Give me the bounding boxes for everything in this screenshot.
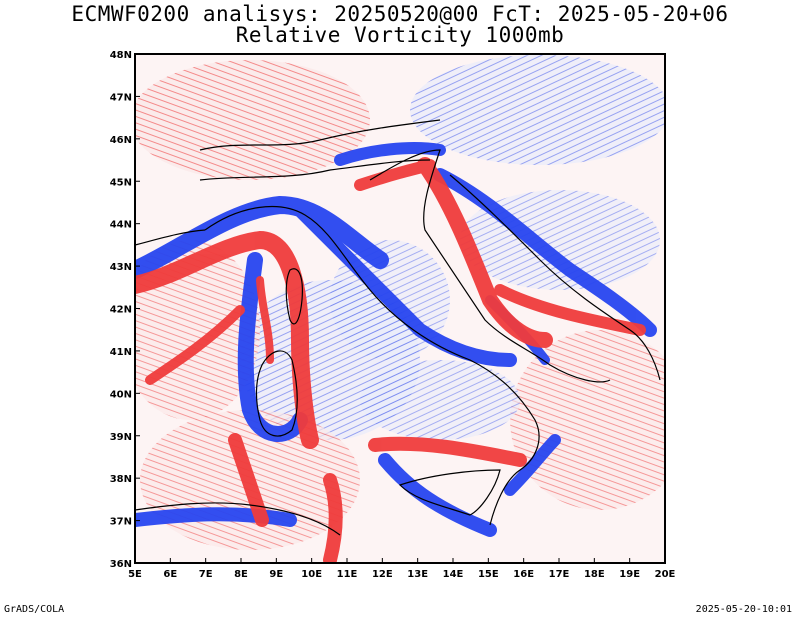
chart-title: ECMWF0200 analisys: 20250520@00 FcT: 202… (71, 2, 729, 26)
latitude-axis: 36N 37N 38N 39N 40N 41N 42N 43N 44N 45N 46N 47N 48N (110, 50, 140, 570)
y-tick-label: 48N (110, 50, 132, 61)
coastline (135, 119, 661, 536)
x-tick-label: 17E (549, 569, 570, 580)
x-tick-label: 6E (163, 569, 177, 580)
y-tick-label: 40N (110, 389, 132, 400)
footer-credit: GrADS/COLA (4, 604, 65, 615)
y-tick-label: 37N (110, 517, 132, 528)
x-tick-label: 16E (513, 569, 534, 580)
y-tick-label: 47N (110, 92, 132, 103)
x-tick-label: 10E (301, 569, 322, 580)
x-tick-label: 14E (443, 569, 464, 580)
y-tick-label: 39N (110, 432, 132, 443)
x-tick-label: 13E (407, 569, 428, 580)
footer-timestamp: 2025-05-20-10:01 (695, 604, 792, 615)
x-tick-label: 8E (234, 569, 248, 580)
x-tick-label: 12E (372, 569, 393, 580)
y-tick-label: 41N (110, 347, 132, 358)
y-tick-label: 44N (110, 220, 132, 231)
x-tick-label: 20E (655, 569, 676, 580)
longitude-axis: 5E 6E 7E 8E 9E 10E 11E 12E 13E 14E 15E 16E 17E 18E 19E… (128, 558, 676, 580)
chart-subtitle: Relative Vorticity 1000mb (235, 23, 565, 47)
x-tick-label: 11E (337, 569, 358, 580)
y-tick-label: 45N (110, 177, 132, 188)
y-tick-label: 43N (110, 262, 132, 273)
y-tick-label: 42N (110, 305, 132, 316)
y-tick-label: 36N (110, 559, 132, 570)
y-tick-label: 38N (110, 474, 132, 485)
x-tick-label: 5E (128, 569, 142, 580)
x-tick-label: 7E (199, 569, 213, 580)
x-tick-label: 15E (478, 569, 499, 580)
x-tick-label: 18E (584, 569, 605, 580)
x-tick-label: 9E (269, 569, 283, 580)
y-tick-label: 46N (110, 135, 132, 146)
vorticity-field (135, 54, 665, 563)
x-tick-label: 19E (619, 569, 640, 580)
